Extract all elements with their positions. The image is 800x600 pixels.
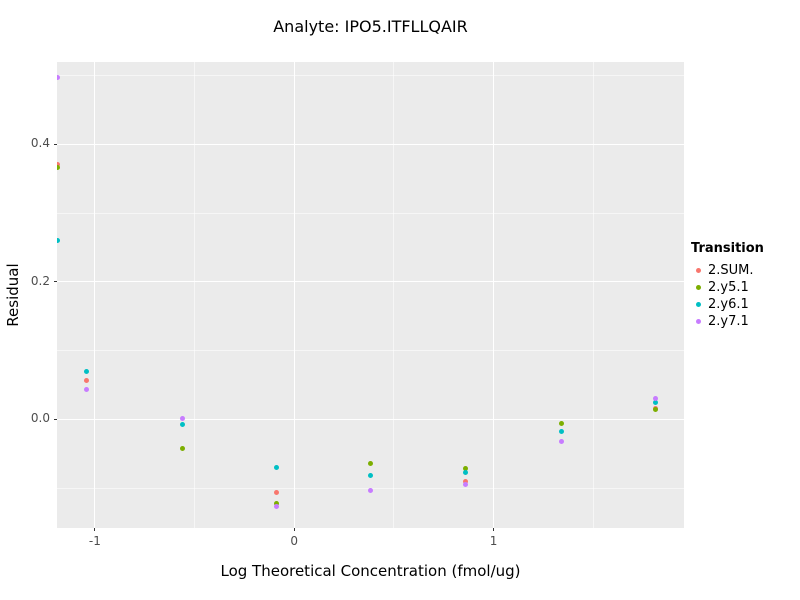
legend-item-label: 2.y7.1 [708,314,749,329]
data-point [463,465,469,471]
gridline-major-vertical [493,62,495,528]
x-tick-mark [493,528,495,531]
legend-swatch-icon [696,268,701,273]
legend-item-label: 2.SUM. [708,263,754,278]
chart-title: Analyte: IPO5.ITFLLQAIR [273,17,468,36]
data-point [180,445,186,451]
data-point [558,421,564,427]
gridline-minor-vertical [592,62,594,528]
y-tick-mark [54,143,57,145]
gridline-major-vertical [293,62,295,528]
y-tick-mark [54,418,57,420]
data-point [463,481,469,487]
data-point [273,503,279,509]
y-tick-label: 0.0 [30,411,50,426]
gridline-major-horizontal [57,418,684,420]
legend: Transition 2.SUM. 2.y5.1 2.y6.1 2.y7.1 [691,241,797,330]
legend-item: 2.SUM. [691,262,797,279]
gridline-major-horizontal [57,143,684,145]
gridline-minor-vertical [393,62,395,528]
data-point [180,422,186,428]
data-point [273,465,279,471]
data-point [367,488,373,494]
y-tick-mark [54,281,57,283]
data-point [84,368,90,374]
legend-swatch-icon [696,302,701,307]
x-tick-label: 0 [290,534,299,548]
legend-item: 2.y7.1 [691,313,797,330]
data-point [57,165,60,171]
y-tick-label: 0.2 [30,273,50,288]
data-point [84,386,90,392]
data-point [652,395,658,401]
x-tick-label: -1 [88,534,101,548]
legend-title: Transition [691,241,764,256]
x-tick-mark [293,528,295,531]
gridline-minor-horizontal [57,350,684,352]
x-tick-label: 1 [489,534,498,548]
data-point [652,400,658,406]
legend-item-label: 2.y5.1 [708,280,749,295]
data-point [57,238,60,244]
data-point [558,429,564,435]
data-point [367,473,373,479]
y-tick-label: 0.4 [30,136,50,151]
data-point [273,500,279,506]
gridline-minor-horizontal [57,487,684,489]
data-point [463,469,469,475]
legend-item: 2.y5.1 [691,279,797,296]
data-point [57,75,60,81]
gridline-major-horizontal [57,281,684,283]
data-point [463,478,469,484]
legend-items: 2.SUM. 2.y5.1 2.y6.1 2.y7.1 [691,262,797,330]
x-axis-title: Log Theoretical Concentration (fmol/ug) [220,562,521,580]
data-point [558,438,564,444]
gridline-minor-horizontal [57,212,684,214]
data-point [652,406,658,412]
legend-swatch-icon [696,319,701,324]
plot-panel [57,62,684,528]
x-tick-mark [94,528,96,531]
legend-item: 2.y6.1 [691,296,797,313]
gridline-major-vertical [94,62,96,528]
data-point [180,415,186,421]
gridline-minor-vertical [194,62,196,528]
data-point [273,489,279,495]
legend-swatch-icon [696,285,701,290]
data-point [57,161,60,167]
legend-item-label: 2.y6.1 [708,297,749,312]
data-point [84,378,90,384]
data-point [367,460,373,466]
gridline-minor-horizontal [57,75,684,77]
y-axis-title: Residual [4,263,22,327]
